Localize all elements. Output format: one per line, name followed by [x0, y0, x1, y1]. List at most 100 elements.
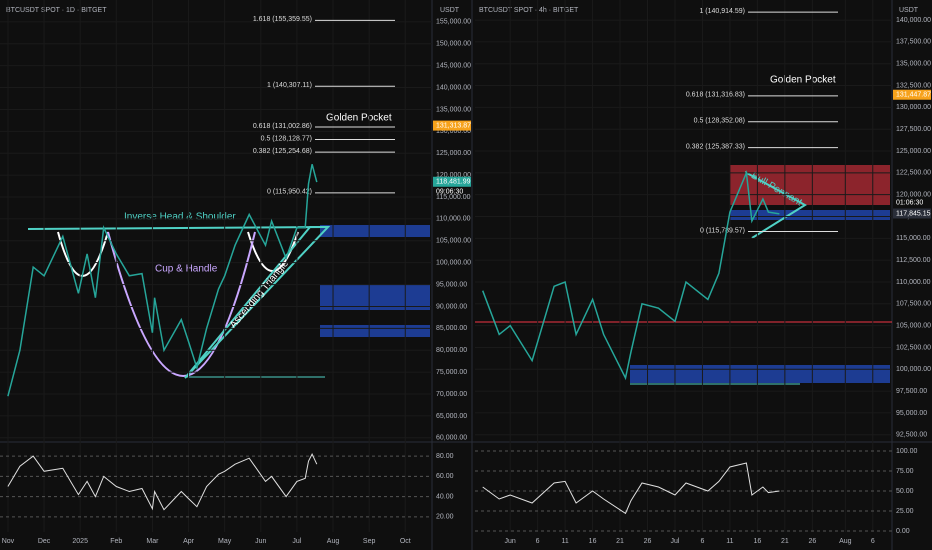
rsi-line [7, 452, 318, 511]
fib-label: 0.382 (125,387.33) [686, 143, 745, 150]
chart-title: BTCUSDT SPOT · 1D · BITGET [6, 7, 107, 14]
y-tick-label: 105,000.00 [896, 322, 931, 329]
y-tick-label: 135,000.00 [896, 61, 931, 68]
fib-label: 0.382 (125,254.68) [253, 148, 312, 155]
x-tick-label: Feb [110, 538, 122, 545]
y-tick-label: 130,000.00 [896, 104, 931, 111]
y-tick-label: 70,000.00 [436, 391, 467, 398]
price-line [7, 164, 318, 397]
annotation: Cup & Handle [155, 264, 218, 275]
y-tick-label: 107,500.00 [896, 301, 931, 308]
rsi-tick-label: 50.00 [896, 488, 914, 495]
y-tick-label: 100,000.00 [436, 260, 471, 267]
y-tick-label: 115,000.00 [436, 194, 471, 201]
chart-title: BTCUSDT SPOT · 4h · BITGET [479, 7, 579, 14]
y-tick-label: 120,000.00 [436, 172, 471, 179]
rsi-tick-label: 75.00 [896, 468, 914, 475]
rsi-tick-label: 100.00 [896, 448, 918, 455]
y-tick-label: 110,000.00 [896, 279, 931, 286]
price-tag [433, 176, 471, 187]
x-tick-label: Apr [183, 538, 195, 545]
fib-label: 1 (140,307.11) [267, 82, 312, 89]
rsi-tick-label: 20.00 [436, 514, 454, 521]
fib-label: 0.5 (128,352.08) [694, 118, 745, 125]
fib-label: 0.5 (128,128.77) [261, 135, 312, 142]
x-tick-label: 26 [644, 538, 652, 545]
y-tick-label: 97,500.00 [896, 388, 927, 395]
y-tick-label: 95,000.00 [896, 410, 927, 417]
x-tick-label: Aug [839, 538, 852, 545]
y-tick-label: 125,000.00 [896, 148, 931, 155]
cup-curve [107, 231, 256, 377]
y-tick-label: 65,000.00 [436, 413, 467, 420]
x-tick-label: 21 [781, 538, 789, 545]
y-tick-label: 90,000.00 [436, 303, 467, 310]
pennant [744, 171, 807, 239]
y-tick-label: 102,500.00 [896, 344, 931, 351]
x-tick-label: 26 [808, 538, 816, 545]
y-tick-label: 115,000.00 [896, 235, 931, 242]
x-tick-label: 6 [701, 538, 705, 545]
rsi-tick-label: 25.00 [896, 508, 914, 515]
fib-label: 0.618 (131,316.83) [686, 92, 745, 99]
y-tick-label: 155,000.00 [436, 19, 471, 26]
price-tag-label: 131,447.87 [896, 92, 931, 99]
countdown: 01:06:30 [896, 199, 923, 206]
y-tick-label: 150,000.00 [436, 41, 471, 48]
price-tag-label: 131,313.87 [436, 122, 471, 129]
y-tick-label: 127,500.00 [896, 126, 931, 133]
y-tick-label: 85,000.00 [436, 325, 467, 332]
x-tick-label: Dec [38, 538, 51, 545]
x-tick-label: 16 [589, 538, 597, 545]
y-tick-label: 80,000.00 [436, 347, 467, 354]
y-tick-label: 92,500.00 [896, 432, 927, 439]
y-tick-label: 60,000.00 [436, 435, 467, 442]
y-tick-label: 135,000.00 [436, 106, 471, 113]
rsi-tick-label: 80.00 [436, 453, 454, 460]
x-tick-label: 16 [753, 538, 761, 545]
x-tick-label: Aug [327, 538, 340, 545]
y-tick-label: 140,000.00 [436, 84, 471, 91]
x-tick-label: Jul [671, 538, 680, 545]
rsi-tick-label: 40.00 [436, 493, 454, 500]
y-tick-label: 100,000.00 [896, 366, 931, 373]
currency: USDT [440, 7, 460, 14]
countdown: 09:06:30 [436, 189, 463, 196]
y-tick-label: 112,500.00 [896, 257, 931, 264]
y-tick-label: 130,000.00 [436, 128, 471, 135]
neckline [27, 226, 329, 230]
y-tick-label: 95,000.00 [436, 281, 467, 288]
x-tick-label: 21 [616, 538, 624, 545]
x-tick-label: May [218, 538, 232, 545]
x-tick-label: Jun [255, 538, 266, 545]
profile-zone [320, 325, 430, 337]
rsi-tick-label: 60.00 [436, 473, 454, 480]
rsi-line [482, 462, 780, 515]
x-tick-label: Sep [363, 538, 376, 545]
y-tick-label: 140,000.00 [896, 17, 931, 24]
rsi-tick-label: 0.00 [896, 528, 910, 535]
profile-zone [320, 225, 430, 237]
profile-zone [730, 165, 890, 205]
y-tick-label: 145,000.00 [436, 63, 471, 70]
price-tag-label: 117,845.15 [896, 210, 931, 217]
x-tick-label: 2025 [72, 538, 88, 545]
x-tick-label: 11 [726, 538, 733, 545]
x-tick-label: 6 [871, 538, 875, 545]
fib-label: 0 (115,950.42) [267, 189, 312, 196]
price-line [481, 169, 780, 381]
y-tick-label: 125,000.00 [436, 150, 471, 157]
profile-zone [320, 285, 430, 310]
fib-label: 1.618 (155,359.55) [253, 16, 312, 23]
profile-zone [630, 365, 890, 383]
x-tick-label: 11 [561, 538, 568, 545]
x-tick-label: Jun [505, 538, 516, 545]
x-tick-label: Mar [146, 538, 159, 545]
y-tick-label: 122,500.00 [896, 170, 931, 177]
x-tick-label: 6 [536, 538, 540, 545]
fib-label: 0.618 (131,002.86) [253, 123, 312, 130]
y-tick-label: 105,000.00 [436, 238, 471, 245]
y-tick-label: 132,500.00 [896, 82, 931, 89]
currency: USDT [899, 7, 919, 14]
price-tag [893, 89, 931, 100]
